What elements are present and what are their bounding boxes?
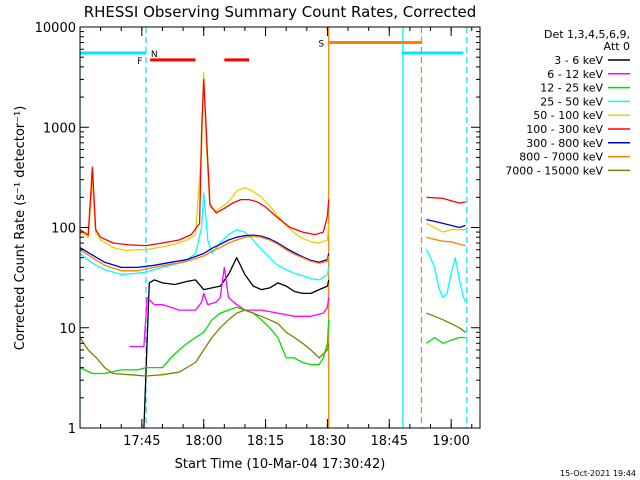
y-tick-label: 10000: [35, 21, 76, 36]
legend-label-5: 100 - 300 keV: [526, 123, 603, 136]
series-layer: [80, 72, 467, 428]
series-line-7-1: [426, 236, 466, 247]
legend-label-0: 3 - 6 keV: [554, 54, 603, 67]
legend-header-line: Det 1,3,4,5,6,9,: [544, 28, 630, 41]
series-line-3-0: [80, 192, 330, 281]
y-tick-label: 1000: [43, 121, 76, 136]
legend-label-2: 12 - 25 keV: [540, 82, 603, 95]
series-line-6-1: [426, 218, 466, 229]
x-axis: 17:45 18:00 18:15 18:30 18:45 19:00: [79, 27, 473, 449]
legend-label-3: 25 - 50 keV: [540, 95, 603, 108]
x-tick-label: 19:00: [432, 434, 469, 449]
timestamp-stamp: 15-Oct-2021 19:44: [560, 469, 636, 478]
series-line-1-0: [129, 266, 330, 348]
flag-bars: NF S: [80, 40, 464, 67]
series-line-3-1: [425, 249, 467, 303]
x-tick-label: 18:15: [247, 434, 284, 449]
flag-label-F: F: [137, 57, 142, 67]
series-line-2-1: [426, 336, 466, 344]
series-line-5-1: [426, 196, 466, 204]
x-tick-label: 18:45: [371, 434, 408, 449]
x-tick-label: 18:00: [185, 434, 222, 449]
x-axis-label: Start Time (10-Mar-04 17:30:42): [175, 457, 386, 472]
y-tick-label: 1: [68, 422, 76, 437]
legend-label-7: 800 - 7000 keV: [519, 151, 603, 164]
legend-label-4: 50 - 100 keV: [533, 109, 603, 122]
y-axis: 1 10 100 1000 10000: [35, 21, 480, 437]
series-line-6-0: [80, 234, 330, 269]
series-line-2-0: [80, 306, 330, 375]
x-tick-label: 17:45: [123, 434, 160, 449]
y-axis-label: Corrected Count Rate (s⁻¹ detector⁻¹): [13, 106, 28, 351]
chart-title: RHESSI Observing Summary Count Rates, Co…: [84, 3, 477, 21]
flag-label-N: N: [151, 50, 158, 60]
series-line-4-1: [426, 222, 466, 233]
series-line-7-0: [80, 235, 330, 272]
legend-label-6: 300 - 800 keV: [526, 137, 603, 150]
x-tick-label: 18:30: [309, 434, 346, 449]
legend-label-8: 7000 - 15000 keV: [505, 164, 603, 177]
series-line-8-1: [426, 312, 466, 333]
y-tick-label: 100: [51, 222, 76, 237]
legend-label-1: 6 - 12 keV: [547, 68, 603, 81]
series-line-0-0: [143, 257, 330, 428]
series-line-5-0: [80, 78, 330, 247]
legend-header-line: Att 0: [604, 40, 630, 53]
series-line-8-0: [80, 309, 330, 377]
plot-frame: [79, 26, 481, 429]
vertical-marker-lines: [80, 27, 468, 428]
y-tick-label: 10: [59, 322, 76, 337]
flag-label-S: S: [318, 40, 324, 50]
